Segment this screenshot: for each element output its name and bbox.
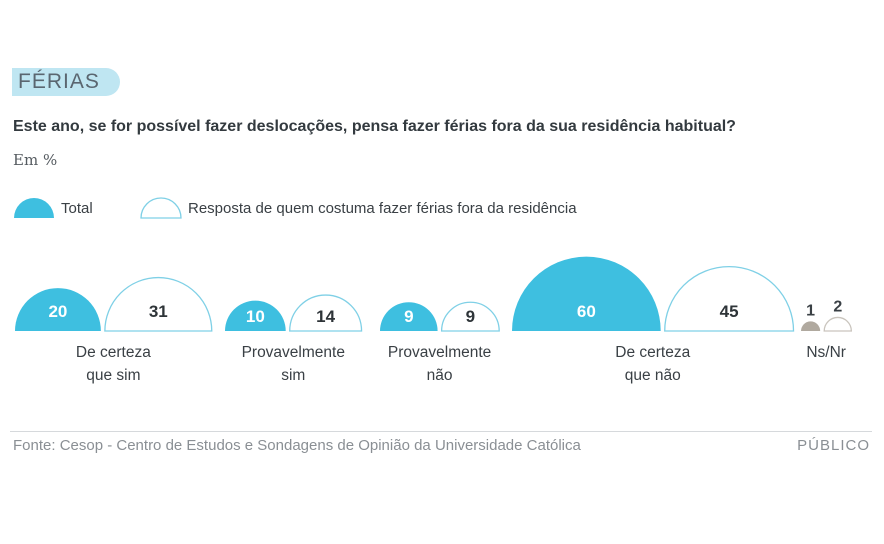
category-label-line: Provavelmente — [241, 344, 345, 361]
bar-residence — [664, 266, 795, 332]
section-tag: FÉRIAS — [12, 68, 120, 96]
category-label: De certeza que sim — [33, 341, 193, 387]
bar-total — [801, 321, 821, 331]
legend-total-swatch — [14, 198, 54, 218]
legend-residence-swatch — [140, 197, 182, 219]
category-label: Provavelmente sim — [213, 341, 373, 387]
legend-total: Total — [13, 196, 93, 220]
category-label-line: que sim — [86, 367, 141, 384]
category-label: Provavelmente não — [360, 341, 520, 387]
value-label: 20 — [48, 302, 67, 321]
value-label: 10 — [246, 307, 265, 326]
bar-residence — [104, 276, 213, 332]
legend-residence-label: Resposta de quem costuma fazer férias fo… — [188, 199, 577, 217]
value-label: 45 — [720, 302, 739, 321]
bar-total — [15, 288, 101, 331]
value-label: 9 — [404, 307, 413, 326]
category-label: De certeza que não — [573, 341, 733, 387]
legend-residence: Resposta de quem costuma fazer férias fo… — [140, 196, 577, 220]
category-label-line: Provavelmente — [387, 344, 492, 361]
category-label-line: Ns/Nr — [806, 344, 846, 361]
value-label: 9 — [466, 307, 475, 326]
category-label-line: não — [426, 367, 453, 384]
bar-residence — [440, 301, 500, 332]
bar-residence — [823, 316, 853, 332]
category-label-line: De certeza — [75, 344, 151, 361]
unit-label: Em % — [13, 151, 58, 169]
value-label: 31 — [149, 302, 168, 321]
value-label: 2 — [833, 298, 842, 315]
value-label: 60 — [577, 302, 596, 321]
footer-divider — [10, 431, 872, 432]
category-label: Ns/Nr — [746, 341, 884, 364]
value-label: 14 — [316, 307, 335, 326]
bar-total — [225, 300, 286, 331]
bar-total — [380, 302, 438, 331]
source-text: Fonte: Cesop - Centro de Estudos e Sonda… — [13, 437, 581, 454]
chart-plot: 20 31 10 14 9 9 60 45 1 2 — [15, 256, 853, 332]
category-label-line: que não — [624, 367, 681, 384]
legend-total-label: Total — [61, 199, 93, 217]
value-label: 1 — [806, 302, 815, 319]
brand-logo: PÚBLICO — [797, 437, 870, 454]
bar-total — [512, 256, 661, 331]
chart-title: Este ano, se for possível fazer deslocaç… — [13, 118, 736, 135]
bar-residence — [289, 294, 363, 332]
category-label-line: De certeza — [615, 344, 691, 361]
category-label-line: sim — [281, 367, 306, 384]
